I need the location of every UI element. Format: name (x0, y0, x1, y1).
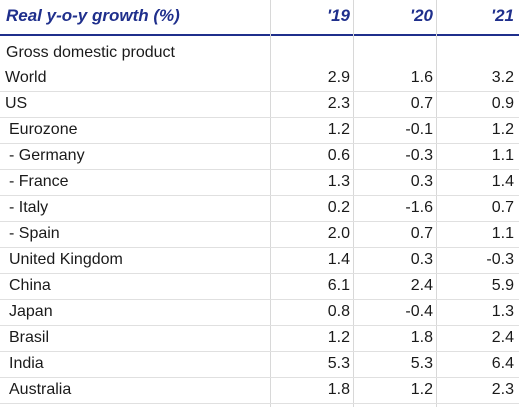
row-label: - France (9, 173, 69, 190)
row-value: 0.3 (410, 251, 433, 268)
row-value: 0.7 (491, 199, 514, 216)
column-divider (436, 0, 437, 407)
row-value: 1.2 (410, 381, 433, 398)
row-divider (0, 143, 519, 144)
table-row: Brasil 1.2 1.8 2.4 (0, 326, 519, 352)
table-title: Real y-o-y growth (%) (6, 6, 180, 25)
row-label: US (5, 95, 28, 112)
row-value: 0.2 (327, 199, 350, 216)
row-label: World (5, 69, 47, 86)
row-value: 0.6 (327, 147, 350, 164)
row-value: 1.4 (327, 251, 350, 268)
row-value: 1.2 (327, 329, 350, 346)
row-label: United Kingdom (9, 251, 123, 268)
row-value: 0.8 (327, 303, 350, 320)
row-value: 1.8 (327, 381, 350, 398)
table-header: Real y-o-y growth (%) '19 '20 '21 (0, 0, 519, 34)
row-value: 1.2 (491, 121, 514, 138)
row-value: 1.1 (491, 147, 514, 164)
row-value: 5.3 (327, 355, 350, 372)
row-label: - Germany (9, 147, 85, 164)
row-divider (0, 377, 519, 378)
section-label: Gross domestic product (6, 44, 175, 61)
table-row: - Germany 0.6 -0.3 1.1 (0, 144, 519, 170)
table-row: World 2.9 1.6 3.2 (0, 66, 519, 92)
row-value: 1.3 (327, 173, 350, 190)
row-value: 1.3 (491, 303, 514, 320)
row-label: Brasil (9, 329, 50, 346)
row-divider (0, 403, 519, 404)
row-value: 6.4 (491, 355, 514, 372)
row-divider (0, 351, 519, 352)
row-label: China (9, 277, 51, 294)
column-divider (270, 0, 271, 407)
row-value: -0.4 (405, 303, 433, 320)
year-header-2020: '20 (410, 6, 433, 25)
row-value: 3.2 (491, 69, 514, 86)
row-label: - Italy (9, 199, 49, 216)
row-value: 2.0 (327, 225, 350, 242)
row-divider (0, 195, 519, 196)
column-divider (353, 0, 354, 407)
row-value: 0.3 (410, 173, 433, 190)
row-divider (0, 117, 519, 118)
table-row: China 6.1 2.4 5.9 (0, 274, 519, 300)
row-value: 1.2 (327, 121, 350, 138)
row-value: 1.1 (491, 225, 514, 242)
row-divider (0, 169, 519, 170)
table-row: Australia 1.8 1.2 2.3 (0, 378, 519, 404)
row-label: India (9, 355, 44, 372)
row-value: 2.3 (327, 95, 350, 112)
row-label: Japan (9, 303, 53, 320)
row-value: 6.1 (327, 277, 350, 294)
table-row: - Italy 0.2 -1.6 0.7 (0, 196, 519, 222)
row-value: 5.3 (410, 355, 433, 372)
row-divider (0, 91, 519, 92)
header-rule (0, 34, 519, 36)
row-value: -1.6 (405, 199, 433, 216)
row-value: 2.3 (491, 381, 514, 398)
row-value: 1.8 (410, 329, 433, 346)
row-divider (0, 221, 519, 222)
row-value: 0.7 (410, 225, 433, 242)
table-row: - Spain 2.0 0.7 1.1 (0, 222, 519, 248)
row-label: Eurozone (9, 121, 78, 138)
row-value: 1.4 (491, 173, 514, 190)
row-divider (0, 247, 519, 248)
table-row: US 2.3 0.7 0.9 (0, 92, 519, 118)
row-divider (0, 299, 519, 300)
row-value: 0.7 (410, 95, 433, 112)
row-value: -0.3 (405, 147, 433, 164)
row-divider (0, 273, 519, 274)
row-value: 2.4 (410, 277, 433, 294)
row-value: -0.1 (405, 121, 433, 138)
table-row: Eurozone 1.2 -0.1 1.2 (0, 118, 519, 144)
row-divider (0, 325, 519, 326)
table-row: India 5.3 5.3 6.4 (0, 352, 519, 378)
row-label: - Spain (9, 225, 60, 242)
row-value: 2.9 (327, 69, 350, 86)
row-value: 0.9 (491, 95, 514, 112)
year-header-2019: '19 (327, 6, 350, 25)
row-value: 2.4 (491, 329, 514, 346)
row-value: 1.6 (410, 69, 433, 86)
table-row: United Kingdom 1.4 0.3 -0.3 (0, 248, 519, 274)
table-row: Japan 0.8 -0.4 1.3 (0, 300, 519, 326)
table-row: - France 1.3 0.3 1.4 (0, 170, 519, 196)
year-header-2021: '21 (491, 6, 514, 25)
row-value: 5.9 (491, 277, 514, 294)
row-label: Australia (9, 381, 72, 398)
row-value: -0.3 (486, 251, 514, 268)
